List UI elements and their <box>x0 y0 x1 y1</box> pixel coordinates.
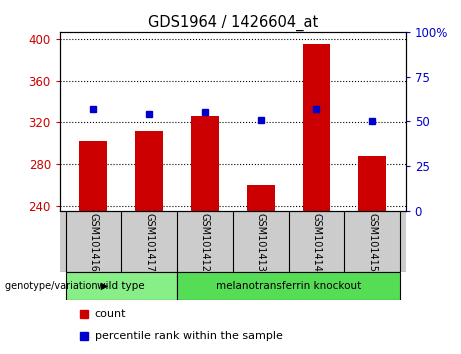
Bar <box>135 131 163 211</box>
Text: GSM101414: GSM101414 <box>312 212 321 272</box>
Text: GSM101413: GSM101413 <box>256 212 266 272</box>
Bar <box>358 156 386 211</box>
Bar <box>247 185 275 211</box>
Bar <box>302 44 331 211</box>
Text: GSM101417: GSM101417 <box>144 212 154 272</box>
Bar <box>65 272 177 300</box>
Bar <box>191 116 219 211</box>
Text: wild type: wild type <box>97 281 145 291</box>
Bar <box>79 141 107 211</box>
Text: genotype/variation ▶: genotype/variation ▶ <box>5 281 108 291</box>
Text: GSM101415: GSM101415 <box>367 212 377 272</box>
Text: GSM101416: GSM101416 <box>89 212 98 272</box>
Text: melanotransferrin knockout: melanotransferrin knockout <box>216 281 361 291</box>
Title: GDS1964 / 1426604_at: GDS1964 / 1426604_at <box>148 14 318 30</box>
Text: GSM101412: GSM101412 <box>200 212 210 272</box>
Text: percentile rank within the sample: percentile rank within the sample <box>95 331 283 341</box>
Bar <box>177 272 400 300</box>
Text: count: count <box>95 309 126 319</box>
